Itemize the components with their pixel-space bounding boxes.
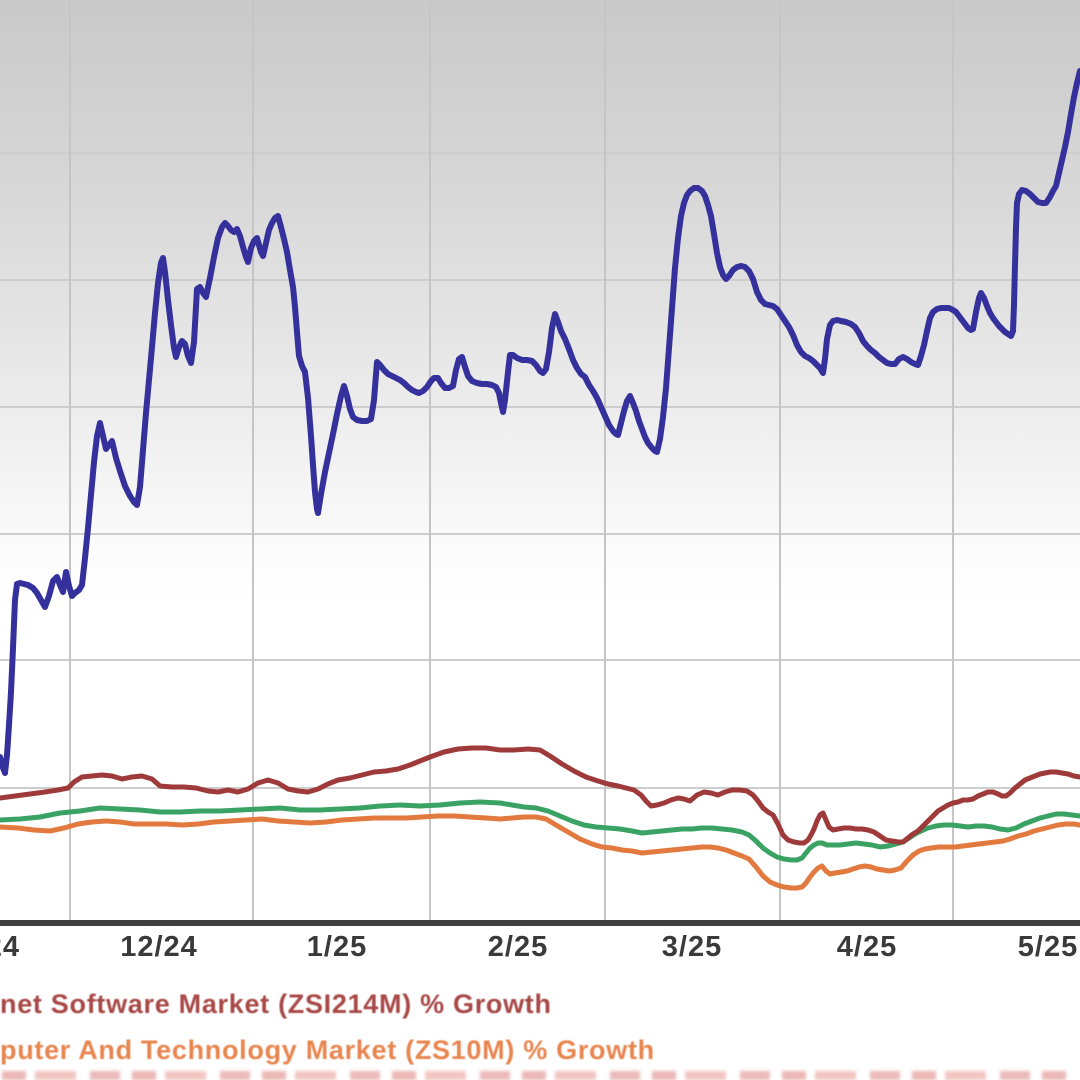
legend-item: net Software Market (ZSI214M) % Growth bbox=[0, 989, 552, 1019]
series-orange-line bbox=[0, 813, 1080, 891]
legend-row-clipped bbox=[2, 1071, 1066, 1080]
series-blue-line bbox=[0, 68, 1080, 776]
x-axis-label: 11/24 bbox=[0, 931, 20, 963]
x-axis-label: 1/25 bbox=[306, 931, 368, 963]
series-green-line bbox=[0, 799, 1080, 863]
x-axis-label: 2/25 bbox=[487, 931, 549, 963]
x-axis-label: 12/24 bbox=[120, 931, 198, 963]
x-axis-label: 3/25 bbox=[661, 931, 723, 963]
x-axis-label: 4/25 bbox=[836, 931, 898, 963]
legend-item: puter And Technology Market (ZS10M) % Gr… bbox=[0, 1035, 655, 1065]
series-maroon-line bbox=[0, 745, 1080, 846]
x-axis-label: 5/25 bbox=[1017, 931, 1079, 963]
